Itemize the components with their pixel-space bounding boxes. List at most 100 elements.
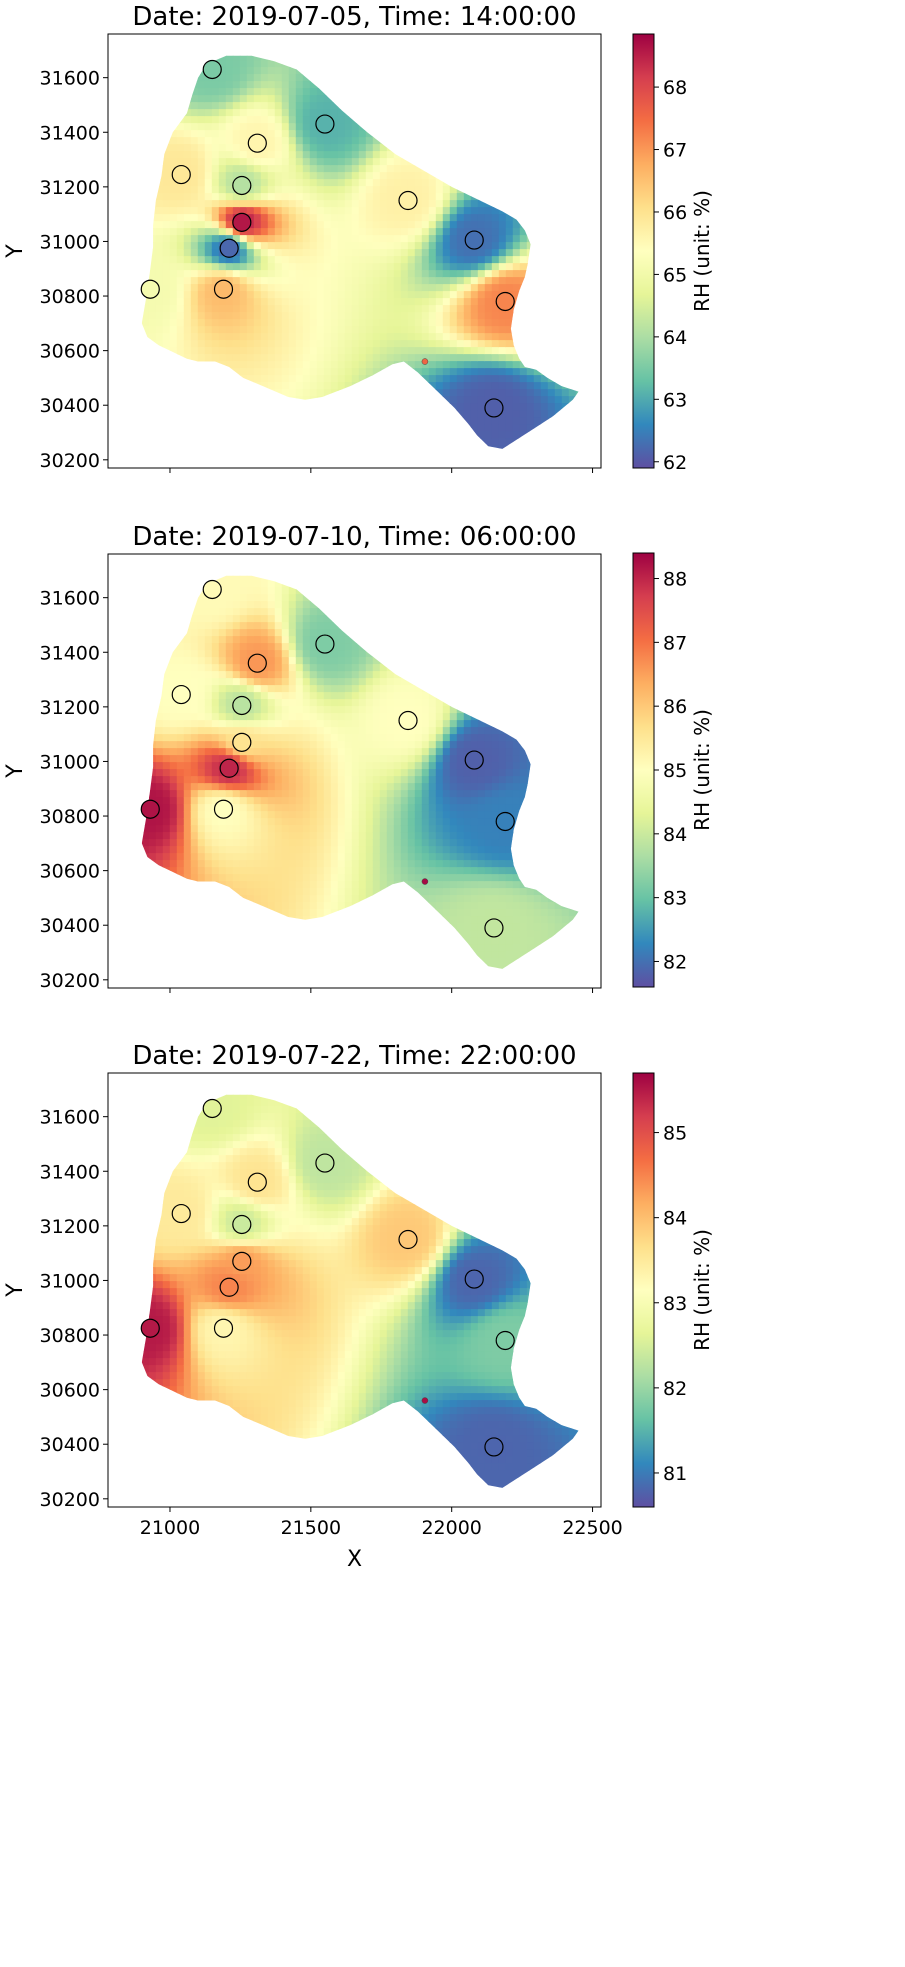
- rh-field-cell: [211, 832, 220, 840]
- rh-field-cell: [561, 263, 570, 271]
- rh-field-cell: [316, 81, 325, 89]
- rh-field-cell: [239, 158, 248, 166]
- rh-field-cell: [379, 151, 388, 159]
- rh-field-cell: [505, 361, 514, 369]
- rh-field-cell: [225, 81, 234, 89]
- rh-field-cell: [141, 902, 150, 910]
- rh-field-cell: [169, 431, 178, 439]
- rh-field-cell: [533, 123, 542, 131]
- rh-field-cell: [498, 137, 507, 145]
- rh-field-cell: [239, 881, 248, 889]
- rh-field-cell: [148, 389, 157, 397]
- rh-field-cell: [533, 130, 542, 138]
- rh-field-cell: [393, 396, 402, 404]
- rh-field-cell: [288, 375, 297, 383]
- rh-field-cell: [449, 263, 458, 271]
- rh-field-cell: [519, 67, 528, 75]
- rh-field-cell: [148, 888, 157, 896]
- rh-field-cell: [533, 403, 542, 411]
- rh-field-cell: [358, 347, 367, 355]
- rh-field-cell: [239, 270, 248, 278]
- rh-field-cell: [253, 727, 262, 735]
- rh-field-cell: [568, 389, 577, 397]
- rh-field-cell: [512, 333, 521, 341]
- rh-field-cell: [575, 214, 579, 222]
- rh-field-cell: [386, 74, 395, 82]
- rh-field-cell: [344, 81, 353, 89]
- rh-field-cell: [428, 347, 437, 355]
- rh-field-cell: [302, 375, 311, 383]
- rh-field-cell: [323, 326, 332, 334]
- rh-field-cell: [176, 81, 185, 89]
- rh-field-cell: [260, 88, 269, 96]
- rh-field-cell: [260, 179, 269, 187]
- rh-field-cell: [246, 109, 255, 117]
- rh-field-cell: [176, 74, 185, 82]
- rh-field-cell: [365, 116, 374, 124]
- rh-field-cell: [491, 242, 500, 250]
- rh-field-cell: [519, 354, 528, 362]
- rh-field-cell: [456, 445, 465, 449]
- rh-field-cell: [568, 445, 577, 449]
- rh-field-cell: [239, 587, 248, 595]
- rh-field-cell: [540, 340, 549, 348]
- rh-field-cell: [246, 951, 255, 959]
- rh-field-cell: [190, 678, 199, 686]
- rh-field-cell: [267, 144, 276, 152]
- rh-field-cell: [204, 333, 213, 341]
- rh-field-cell: [197, 326, 206, 334]
- rh-field-cell: [281, 741, 290, 749]
- rh-field-cell: [484, 256, 493, 264]
- rh-field-cell: [148, 748, 157, 756]
- rh-field-cell: [148, 228, 157, 236]
- rh-field-cell: [575, 88, 579, 96]
- rh-field-cell: [330, 256, 339, 264]
- rh-field-cell: [141, 305, 150, 313]
- rh-field-cell: [239, 615, 248, 623]
- rh-field-cell: [288, 965, 297, 969]
- rh-field-cell: [183, 734, 192, 742]
- rh-field-cell: [484, 214, 493, 222]
- rh-field-cell: [456, 298, 465, 306]
- rh-field-cell: [295, 200, 304, 208]
- rh-field-cell: [141, 389, 150, 397]
- rh-field-cell: [484, 431, 493, 439]
- rh-field-cell: [232, 804, 241, 812]
- rh-field-cell: [148, 713, 157, 721]
- rh-field-cell: [281, 340, 290, 348]
- rh-field-cell: [288, 123, 297, 131]
- rh-field-cell: [484, 312, 493, 320]
- rh-field-cell: [225, 200, 234, 208]
- rh-field-cell: [526, 207, 535, 215]
- rh-field-cell: [498, 88, 507, 96]
- rh-field-cell: [407, 60, 416, 68]
- rh-field-cell: [197, 382, 206, 390]
- rh-field-cell: [540, 200, 549, 208]
- rh-field-cell: [393, 263, 402, 271]
- rh-field-cell: [330, 137, 339, 145]
- rh-field-cell: [169, 263, 178, 271]
- rh-field-cell: [554, 368, 563, 376]
- rh-field-cell: [505, 347, 514, 355]
- rh-field-cell: [162, 587, 171, 595]
- rh-field-cell: [456, 382, 465, 390]
- rh-field-cell: [421, 438, 430, 446]
- rh-field-cell: [386, 375, 395, 383]
- rh-field-cell: [267, 664, 276, 672]
- rh-field-cell: [547, 347, 556, 355]
- rh-field-cell: [162, 130, 171, 138]
- rh-field-cell: [260, 172, 269, 180]
- rh-field-cell: [365, 291, 374, 299]
- rh-field-cell: [379, 417, 388, 425]
- rh-field-cell: [484, 417, 493, 425]
- rh-field-cell: [456, 55, 465, 61]
- rh-field-cell: [225, 67, 234, 75]
- rh-field-cell: [295, 944, 304, 952]
- rh-field-cell: [309, 172, 318, 180]
- rh-field-cell: [246, 944, 255, 952]
- rh-field-cell: [288, 410, 297, 418]
- rh-field-cell: [190, 67, 199, 75]
- rh-field-cell: [365, 389, 374, 397]
- rh-field-cell: [484, 382, 493, 390]
- rh-field-cell: [162, 88, 171, 96]
